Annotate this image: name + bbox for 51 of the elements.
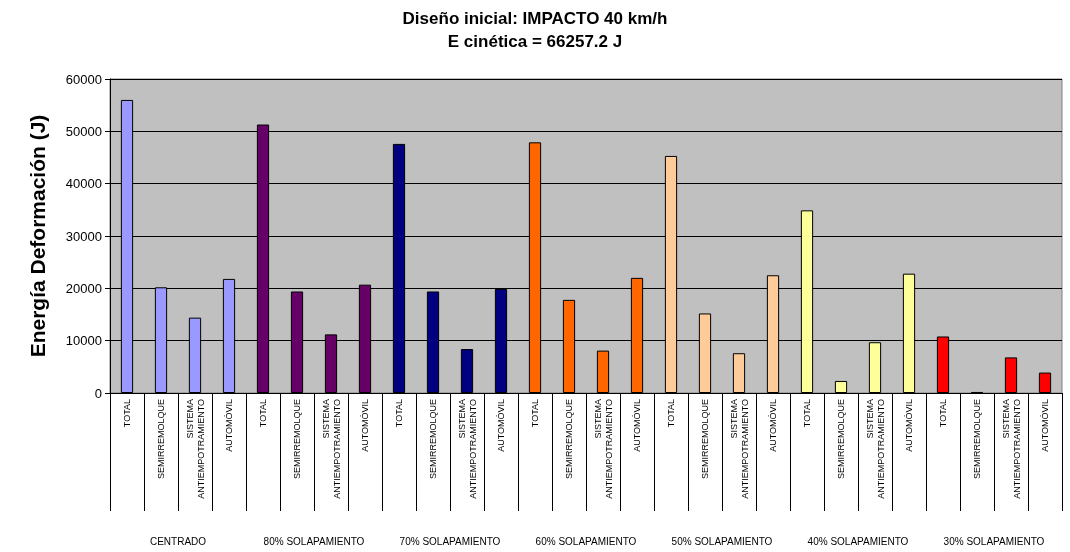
chart-subtitle: E cinética = 66257.2 J: [447, 32, 623, 51]
bar: [460, 349, 474, 393]
text: 80% SOLAPAMIENTO: [263, 535, 365, 547]
x-tick-label: AUTOMÓVIL: [224, 399, 234, 452]
chart-title: Diseño inicial: IMPACTO 40 km/h: [402, 9, 668, 28]
bar: [1004, 357, 1018, 393]
y-axis-title: Energía Deformación (J): [26, 114, 49, 358]
x-tick-label: AUTOMÓVIL: [496, 399, 506, 452]
x-tick-label: TOTAL: [530, 399, 540, 428]
x-tick-label: SISTEMA ANTIEMPOTRAMIENTO: [456, 399, 478, 499]
x-tick-label: SEMIRREMOLQUE: [292, 399, 302, 480]
x-tick-label: SEMIRREMOLQUE: [428, 399, 438, 480]
x-tick-label: TOTAL: [938, 399, 948, 428]
bar: [596, 350, 610, 393]
y-tick-label: 60000: [65, 71, 102, 87]
text: 70% SOLAPAMIENTO: [399, 535, 501, 547]
x-tick-label: SEMIRREMOLQUE: [564, 399, 574, 480]
x-tick-label: SISTEMA ANTIEMPOTRAMIENTO: [728, 399, 750, 499]
x-tick-label: SISTEMA ANTIEMPOTRAMIENTO: [320, 399, 342, 499]
x-tick-label: SEMIRREMOLQUE: [836, 399, 846, 480]
x-tick-label: SISTEMA ANTIEMPOTRAMIENTO: [864, 399, 886, 499]
y-tick-label: 0: [94, 385, 102, 401]
y-tick-label: 50000: [65, 123, 102, 139]
x-tick-label: SEMIRREMOLQUE: [972, 399, 982, 480]
x-tick-label: AUTOMÓVIL: [360, 399, 370, 452]
text: 60% SOLAPAMIENTO: [535, 535, 637, 547]
y-tick-label: 20000: [65, 280, 102, 296]
x-tick-label: AUTOMÓVIL: [904, 399, 914, 452]
bar: [1038, 372, 1052, 393]
x-tick-label: TOTAL: [802, 399, 812, 428]
bar: [834, 380, 848, 393]
bar: [732, 353, 746, 393]
x-tick-label: SEMIRREMOLQUE: [156, 399, 166, 480]
text: 30% SOLAPAMIENTO: [943, 535, 1045, 547]
x-tick-label: TOTAL: [258, 399, 268, 428]
x-tick-label: AUTOMÓVIL: [768, 399, 778, 452]
x-tick-label: TOTAL: [394, 399, 404, 428]
x-tick-label: TOTAL: [122, 399, 132, 428]
x-tick-label: SISTEMA ANTIEMPOTRAMIENTO: [184, 399, 206, 499]
text: 50% SOLAPAMIENTO: [671, 535, 773, 547]
x-tick-label: TOTAL: [666, 399, 676, 428]
y-tick-label: 10000: [65, 333, 102, 349]
y-tick-label: 40000: [65, 176, 102, 192]
x-tick-label: SEMIRREMOLQUE: [700, 399, 710, 480]
x-tick-label: AUTOMÓVIL: [1040, 399, 1050, 452]
text: 40% SOLAPAMIENTO: [807, 535, 909, 547]
x-tick-label: AUTOMÓVIL: [632, 399, 642, 452]
y-tick-label: 30000: [65, 228, 102, 244]
x-tick-label: SISTEMA ANTIEMPOTRAMIENTO: [1000, 399, 1022, 499]
x-tick-label: SISTEMA ANTIEMPOTRAMIENTO: [592, 399, 614, 499]
text: CENTRADO: [149, 535, 207, 547]
